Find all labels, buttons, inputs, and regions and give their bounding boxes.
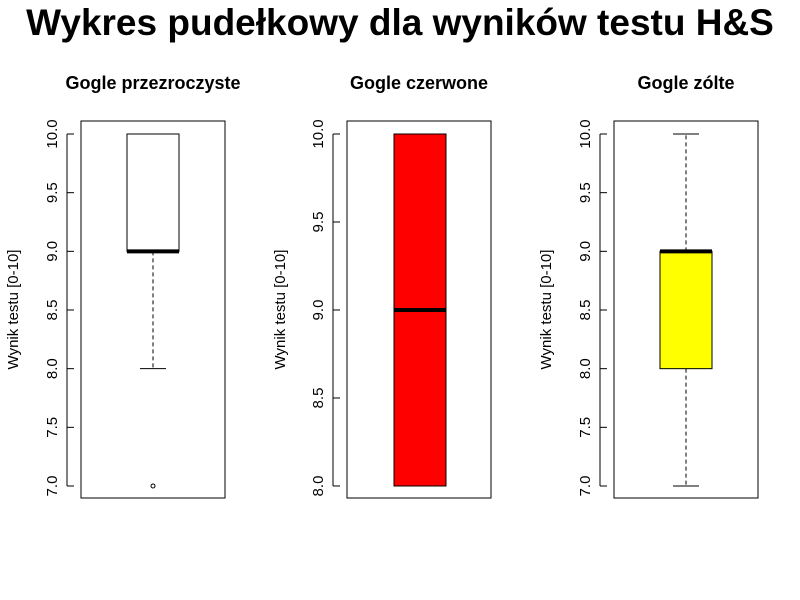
- y-axis-label: Wynik testu [0-10]: [272, 250, 289, 370]
- panel-title: Gogle czerwone: [350, 73, 488, 93]
- chart-title: Wykres pudełkowy dla wyników testu H&S: [26, 2, 774, 43]
- y-tick-label: 7.5: [44, 417, 61, 438]
- y-tick-label: 10.0: [577, 119, 594, 148]
- y-tick-label: 8.5: [310, 388, 327, 409]
- y-tick-label: 7.5: [577, 417, 594, 438]
- y-tick-label: 9.5: [577, 182, 594, 203]
- y-tick-label: 9.5: [310, 212, 327, 233]
- y-tick-label: 7.0: [44, 476, 61, 497]
- y-tick-label: 8.0: [44, 358, 61, 379]
- y-tick-label: 8.0: [310, 476, 327, 497]
- y-tick-label: 9.0: [44, 241, 61, 262]
- y-axis-label: Wynik testu [0-10]: [538, 250, 555, 370]
- y-axis-label: Wynik testu [0-10]: [5, 250, 22, 370]
- plot-frame: [80, 120, 226, 499]
- panel-title: Gogle przezroczyste: [65, 73, 240, 93]
- y-tick-label: 8.5: [44, 300, 61, 321]
- y-tick-label: 9.0: [310, 300, 327, 321]
- y-tick-label: 7.0: [577, 476, 594, 497]
- y-tick-label: 8.5: [577, 300, 594, 321]
- y-tick-label: 9.5: [44, 182, 61, 203]
- box: [126, 133, 180, 252]
- panel-title: Gogle zólte: [637, 73, 734, 93]
- box: [659, 250, 713, 370]
- y-tick-label: 8.0: [577, 358, 594, 379]
- outlier-point: [150, 483, 156, 489]
- plot-frame: [613, 120, 759, 499]
- plot-frame: [346, 120, 492, 499]
- y-tick-label: 9.0: [577, 241, 594, 262]
- y-tick-label: 10.0: [310, 119, 327, 148]
- y-tick-label: 10.0: [44, 119, 61, 148]
